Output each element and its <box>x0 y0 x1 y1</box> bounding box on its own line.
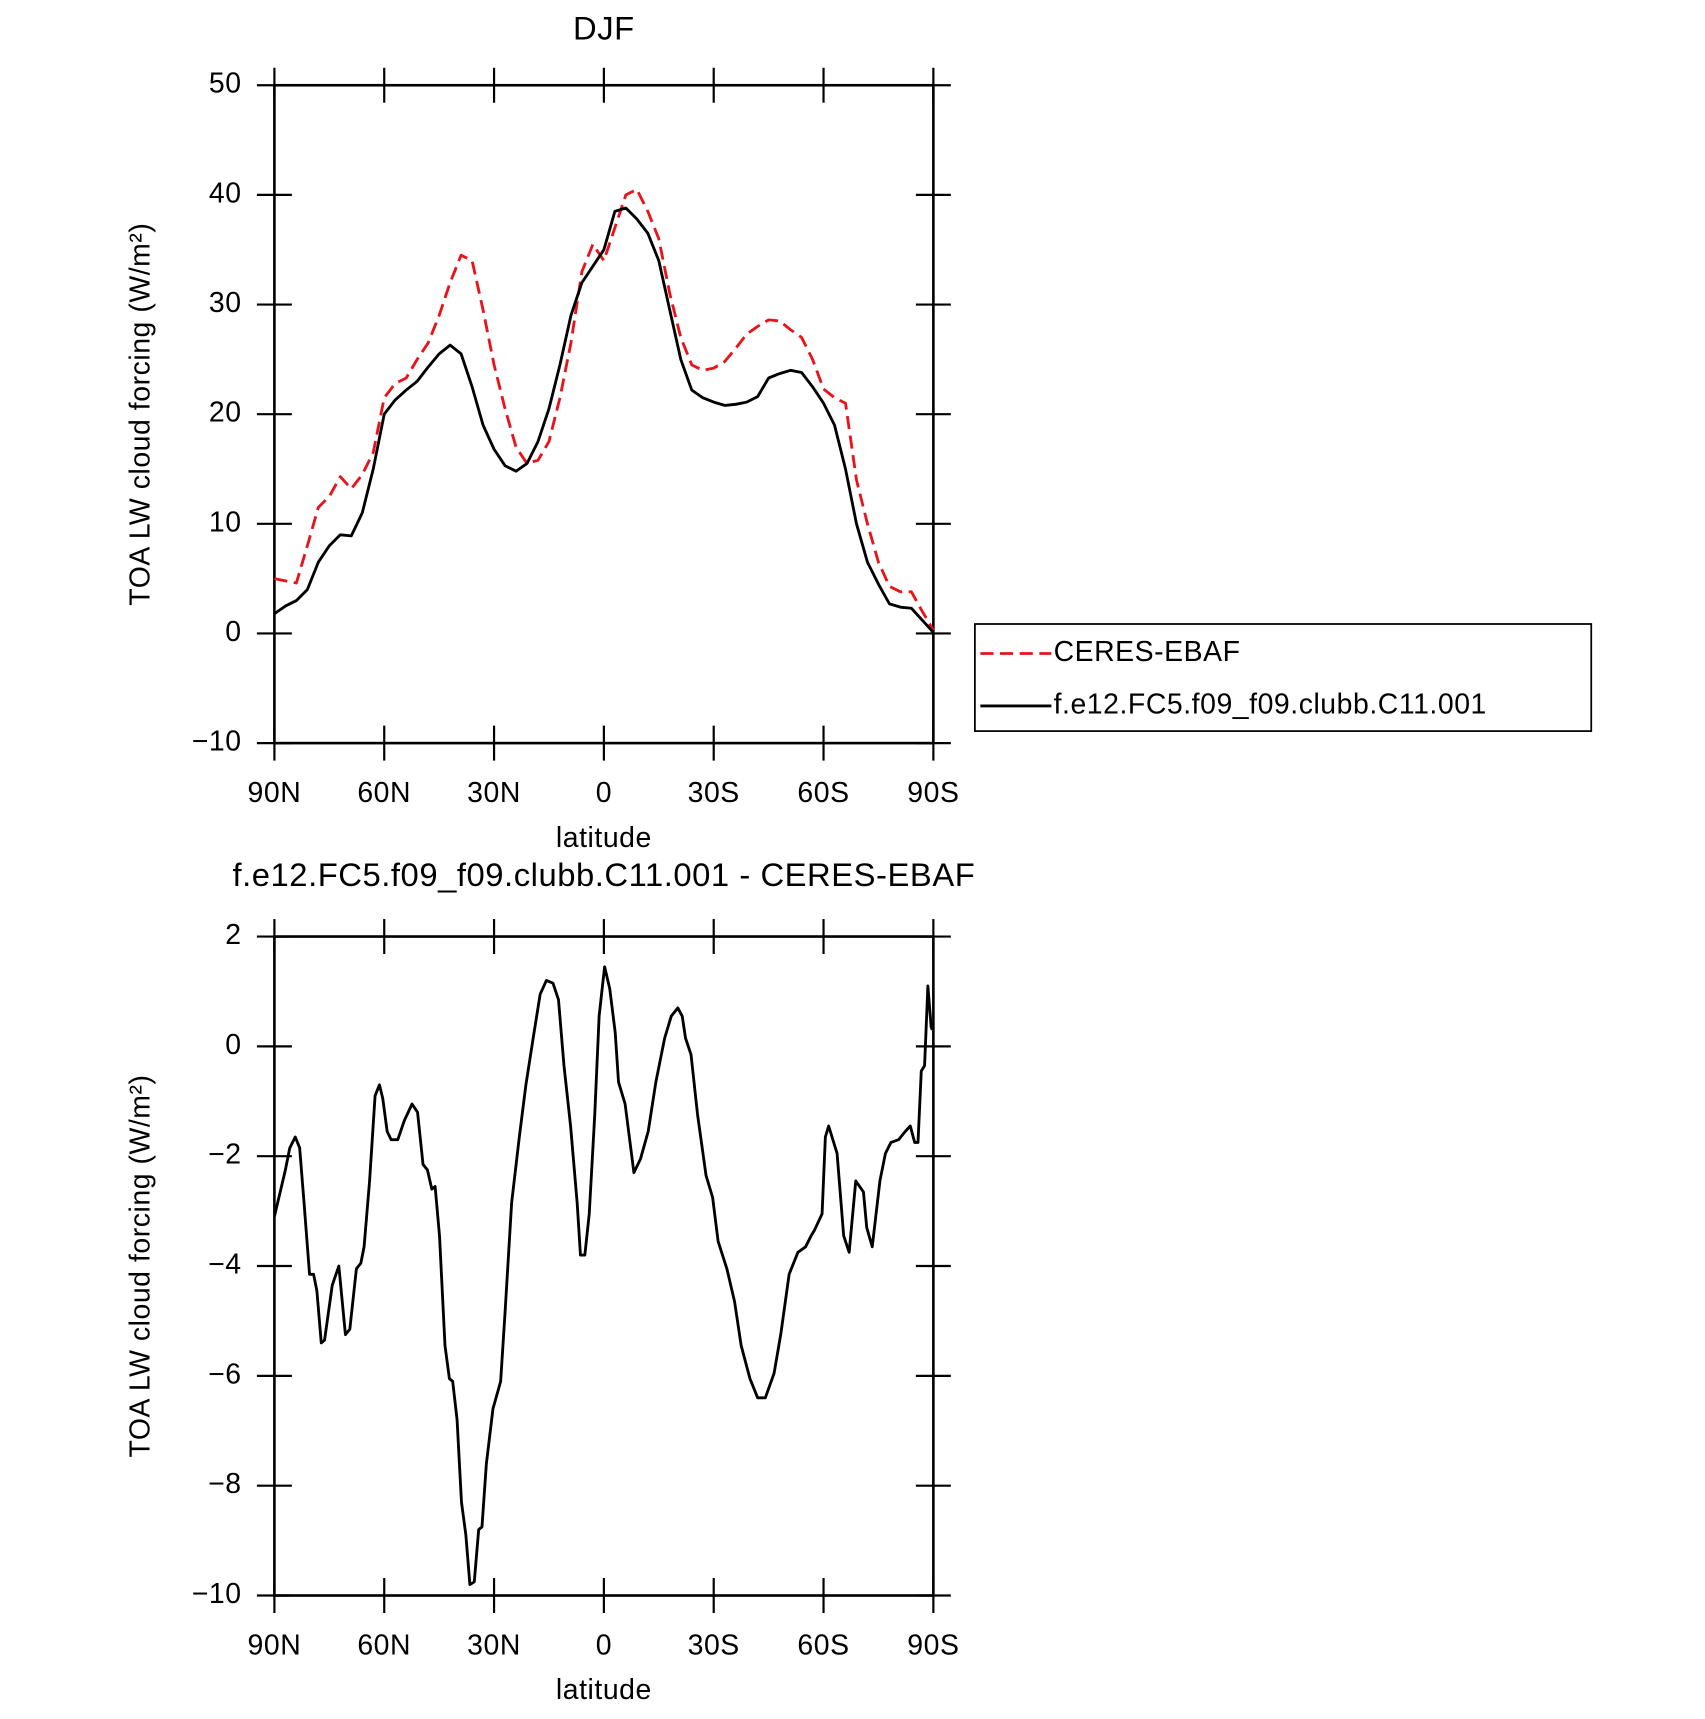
y-tick-label: 30 <box>209 287 242 319</box>
x-tick-label: 30S <box>688 1629 740 1661</box>
x-tick-label: 0 <box>596 777 612 809</box>
x-tick-label: 60S <box>797 777 849 809</box>
y-tick-label: −4 <box>208 1249 241 1281</box>
plot-frame <box>273 83 935 745</box>
y-tick-label: 0 <box>225 1029 241 1061</box>
y-tick-label: 10 <box>209 506 242 538</box>
chart-title: DJF <box>573 9 635 46</box>
x-tick-label: 30N <box>467 777 521 809</box>
y-tick-label: 2 <box>225 919 241 951</box>
y-tick-label: −10 <box>192 1578 242 1610</box>
x-tick-label: 30S <box>688 777 740 809</box>
y-axis-label: TOA LW cloud forcing (W/m²) <box>125 1074 157 1457</box>
x-tick-label: 30N <box>467 1629 521 1661</box>
data-line <box>274 187 935 631</box>
y-tick-label: −10 <box>192 726 242 758</box>
x-tick-label: 60S <box>797 1629 849 1661</box>
y-tick-label: 0 <box>225 616 241 648</box>
y-tick-label: 20 <box>209 397 242 429</box>
x-tick-label: 90S <box>907 1629 959 1661</box>
x-axis-label: latitude <box>556 822 652 854</box>
chart-title: f.e12.FC5.f09_f09.clubb.C11.001 - CERES-… <box>232 856 975 893</box>
legend-box <box>974 623 1593 732</box>
x-tick-label: 60N <box>357 777 411 809</box>
x-tick-label: 60N <box>357 1629 411 1661</box>
x-tick-label: 90S <box>907 777 959 809</box>
y-tick-label: 50 <box>209 68 242 100</box>
x-axis-label: latitude <box>556 1674 652 1706</box>
plot-frame <box>273 935 935 1597</box>
x-tick-label: 90N <box>248 777 302 809</box>
y-tick-label: −6 <box>208 1358 241 1390</box>
y-tick-label: −8 <box>208 1468 241 1500</box>
y-tick-label: 40 <box>209 177 242 209</box>
legend-label: CERES-EBAF <box>1054 636 1241 668</box>
data-line <box>273 206 935 634</box>
y-tick-label: −2 <box>208 1139 241 1171</box>
legend-label: f.e12.FC5.f09_f09.clubb.C11.001 <box>1054 688 1487 720</box>
x-tick-label: 90N <box>248 1629 302 1661</box>
data-line <box>273 965 934 1586</box>
x-tick-label: 0 <box>596 1629 612 1661</box>
y-axis-label: TOA LW cloud forcing (W/m²) <box>125 223 157 606</box>
